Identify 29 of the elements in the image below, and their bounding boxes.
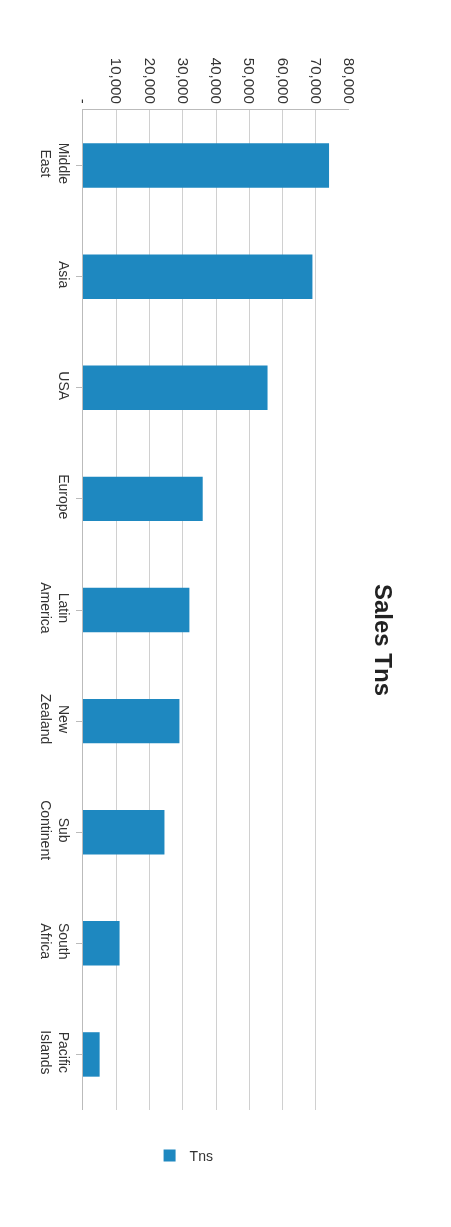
y-tick-label: Sub Continent bbox=[38, 800, 73, 861]
x-tick-label: 70,000 bbox=[307, 57, 325, 104]
x-tick-label: 50,000 bbox=[241, 57, 259, 104]
y-tick-label: USA bbox=[56, 371, 73, 401]
bar bbox=[83, 365, 268, 410]
bar bbox=[83, 921, 120, 966]
y-tick-label: New Zealand bbox=[38, 693, 73, 745]
y-tick-label: South Africa bbox=[38, 922, 73, 960]
legend-label: Tns bbox=[189, 1148, 213, 1165]
x-tick-label: 20,000 bbox=[141, 57, 159, 104]
x-tick-label: 30,000 bbox=[174, 57, 192, 104]
bar bbox=[83, 254, 313, 299]
x-tick-label: 10,000 bbox=[108, 57, 126, 104]
text: Sales Tns bbox=[370, 583, 398, 697]
x-tick-label: 40,000 bbox=[208, 57, 226, 104]
bar bbox=[83, 143, 330, 188]
x-tick-label: 60,000 bbox=[274, 57, 292, 104]
y-tick-label: Pacific Islands bbox=[38, 1030, 73, 1075]
bar bbox=[83, 476, 203, 522]
bar bbox=[83, 698, 180, 744]
y-tick-label: Latin America bbox=[38, 582, 73, 634]
bar bbox=[83, 587, 190, 633]
bar bbox=[83, 1032, 100, 1077]
y-tick-label: Europe bbox=[56, 474, 73, 520]
y-tick-label: Middle East bbox=[38, 142, 73, 185]
y-tick-label: Asia bbox=[56, 260, 73, 289]
x-tick-label: - bbox=[75, 98, 93, 104]
bar bbox=[83, 810, 165, 855]
x-tick-label: 80,000 bbox=[341, 57, 359, 104]
